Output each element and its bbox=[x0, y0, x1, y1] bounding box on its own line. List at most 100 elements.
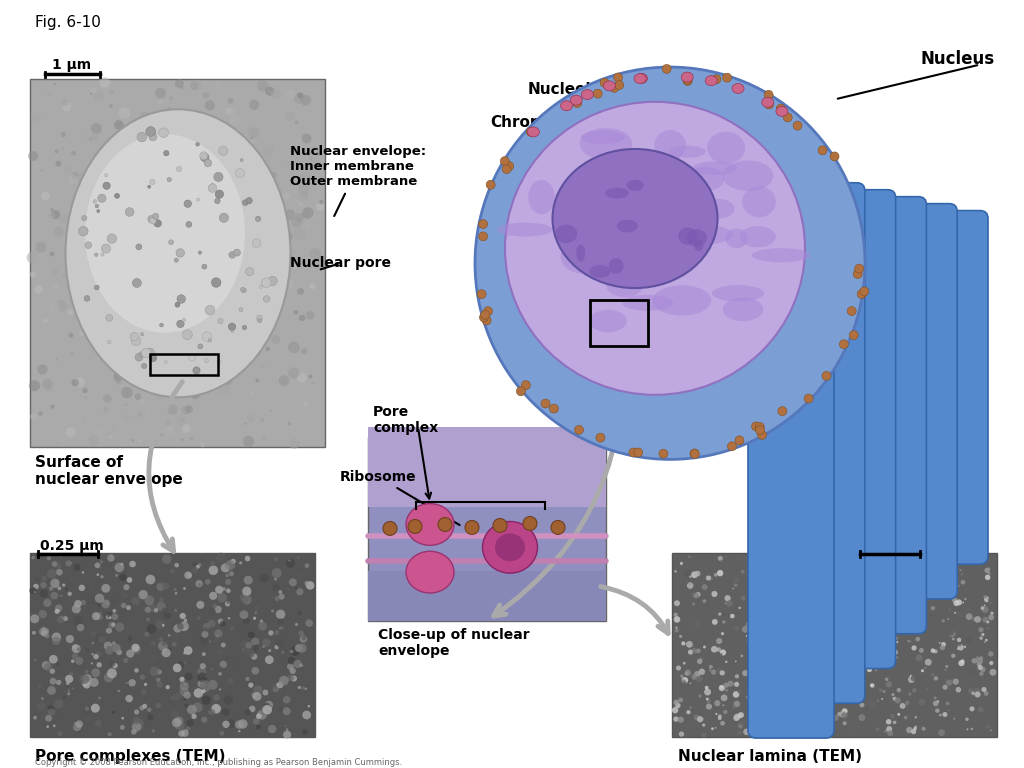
Circle shape bbox=[254, 604, 259, 610]
Circle shape bbox=[42, 131, 44, 134]
Ellipse shape bbox=[582, 90, 593, 100]
Circle shape bbox=[738, 712, 744, 718]
Circle shape bbox=[85, 707, 89, 711]
Circle shape bbox=[863, 583, 866, 587]
Circle shape bbox=[984, 597, 989, 602]
Circle shape bbox=[752, 557, 758, 563]
Circle shape bbox=[211, 144, 222, 155]
Circle shape bbox=[85, 670, 88, 674]
Circle shape bbox=[478, 232, 487, 241]
Circle shape bbox=[151, 720, 157, 726]
Circle shape bbox=[210, 561, 215, 566]
Circle shape bbox=[286, 252, 288, 255]
Circle shape bbox=[845, 601, 848, 604]
Circle shape bbox=[96, 573, 99, 576]
Circle shape bbox=[261, 223, 265, 227]
Circle shape bbox=[770, 556, 773, 559]
Circle shape bbox=[838, 574, 840, 577]
Circle shape bbox=[33, 716, 37, 720]
Circle shape bbox=[720, 670, 725, 676]
Circle shape bbox=[243, 595, 252, 604]
Circle shape bbox=[202, 684, 210, 692]
Circle shape bbox=[724, 595, 731, 601]
Circle shape bbox=[47, 556, 51, 561]
Circle shape bbox=[208, 184, 217, 192]
Circle shape bbox=[219, 270, 225, 276]
Circle shape bbox=[692, 603, 695, 606]
Circle shape bbox=[210, 184, 215, 188]
Text: Fig. 6-10: Fig. 6-10 bbox=[35, 15, 101, 30]
Circle shape bbox=[95, 594, 104, 603]
Circle shape bbox=[772, 715, 776, 719]
Circle shape bbox=[90, 678, 98, 687]
Circle shape bbox=[516, 387, 525, 396]
Circle shape bbox=[835, 678, 839, 683]
Circle shape bbox=[924, 574, 930, 580]
Circle shape bbox=[751, 636, 754, 639]
Circle shape bbox=[876, 590, 878, 593]
Circle shape bbox=[223, 433, 225, 435]
Circle shape bbox=[249, 136, 254, 141]
Circle shape bbox=[86, 595, 95, 604]
Circle shape bbox=[233, 662, 237, 666]
Circle shape bbox=[840, 339, 848, 349]
Circle shape bbox=[174, 592, 177, 594]
FancyBboxPatch shape bbox=[748, 176, 834, 738]
Circle shape bbox=[284, 232, 293, 240]
Circle shape bbox=[176, 249, 184, 257]
Circle shape bbox=[748, 559, 752, 564]
Ellipse shape bbox=[652, 285, 712, 316]
Circle shape bbox=[788, 665, 792, 668]
Circle shape bbox=[879, 688, 883, 692]
Circle shape bbox=[109, 195, 117, 204]
Circle shape bbox=[198, 562, 204, 568]
Circle shape bbox=[810, 557, 814, 561]
Circle shape bbox=[179, 677, 184, 682]
Circle shape bbox=[928, 554, 934, 560]
Circle shape bbox=[768, 701, 770, 703]
Circle shape bbox=[295, 121, 298, 124]
Circle shape bbox=[283, 266, 288, 271]
Ellipse shape bbox=[528, 180, 555, 214]
Bar bbox=[368, 571, 606, 621]
Circle shape bbox=[69, 333, 74, 338]
Circle shape bbox=[112, 641, 116, 645]
Circle shape bbox=[248, 631, 255, 638]
Circle shape bbox=[285, 111, 295, 121]
Circle shape bbox=[261, 435, 267, 441]
Circle shape bbox=[135, 269, 140, 273]
Circle shape bbox=[65, 167, 72, 174]
Circle shape bbox=[763, 634, 768, 639]
Circle shape bbox=[886, 564, 890, 567]
Circle shape bbox=[144, 235, 155, 245]
Circle shape bbox=[90, 88, 96, 94]
Circle shape bbox=[701, 584, 708, 590]
Circle shape bbox=[268, 317, 276, 326]
Circle shape bbox=[74, 564, 81, 571]
Circle shape bbox=[93, 654, 98, 660]
Circle shape bbox=[247, 194, 255, 203]
FancyBboxPatch shape bbox=[759, 204, 957, 599]
Circle shape bbox=[106, 183, 110, 186]
Circle shape bbox=[897, 621, 901, 624]
Circle shape bbox=[246, 197, 252, 204]
Circle shape bbox=[829, 624, 835, 628]
Circle shape bbox=[721, 632, 724, 635]
Circle shape bbox=[99, 77, 111, 88]
Circle shape bbox=[72, 193, 80, 201]
Circle shape bbox=[279, 376, 290, 386]
Circle shape bbox=[801, 561, 806, 566]
Circle shape bbox=[91, 642, 94, 644]
Circle shape bbox=[198, 344, 203, 349]
Circle shape bbox=[232, 304, 234, 306]
Circle shape bbox=[803, 700, 808, 706]
Circle shape bbox=[279, 590, 283, 594]
Circle shape bbox=[979, 636, 983, 640]
Circle shape bbox=[105, 614, 111, 619]
Circle shape bbox=[98, 643, 101, 646]
Circle shape bbox=[91, 668, 99, 677]
Circle shape bbox=[93, 200, 96, 203]
Circle shape bbox=[213, 151, 223, 160]
Circle shape bbox=[815, 650, 818, 653]
Circle shape bbox=[706, 697, 709, 700]
